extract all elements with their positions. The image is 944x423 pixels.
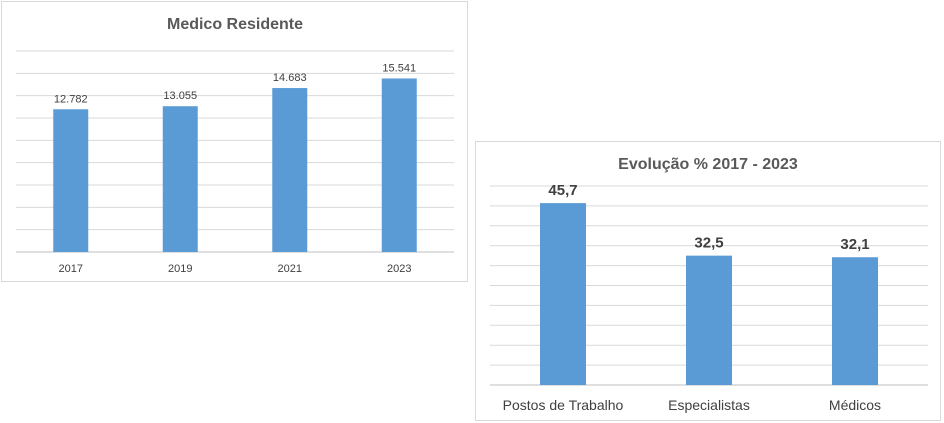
data-label: 15.541 [382, 62, 416, 74]
chart-evolucao-svg: Evolução % 2017 - 2023 45,7 32,5 32,1 Post… [490, 156, 928, 413]
bar [832, 257, 878, 385]
x-tick-label: Especialistas [668, 397, 750, 413]
bar [381, 78, 417, 252]
chart-title: Evolução % 2017 - 2023 [618, 156, 798, 173]
x-tick-label: 2017 [59, 263, 83, 275]
chart-medico-residente: Medico Residente 12.782 13.055 14.683 15.54… [1, 1, 468, 282]
data-label: 14.683 [273, 72, 307, 84]
x-tick-label: Médicos [829, 397, 881, 413]
chart-medico-residente-svg: Medico Residente 12.782 13.055 14.683 15.54… [16, 16, 454, 275]
x-tick-label: 2021 [278, 263, 302, 275]
chart-evolucao: Evolução % 2017 - 2023 45,7 32,5 32,1 Post… [475, 141, 941, 421]
bar [272, 88, 308, 253]
bar [162, 106, 198, 252]
bar [540, 203, 586, 385]
data-label: 12.782 [54, 93, 88, 105]
data-label: 32,1 [840, 236, 869, 253]
data-label: 32,5 [694, 235, 723, 252]
bar [686, 255, 732, 385]
x-tick-label: 2023 [387, 263, 411, 275]
data-label: 45,7 [548, 182, 577, 199]
x-tick-label: 2019 [168, 263, 192, 275]
data-label: 13.055 [163, 90, 197, 102]
x-tick-label: Postos de Trabalho [503, 397, 624, 413]
bar [53, 109, 89, 252]
chart-title: Medico Residente [167, 16, 303, 33]
